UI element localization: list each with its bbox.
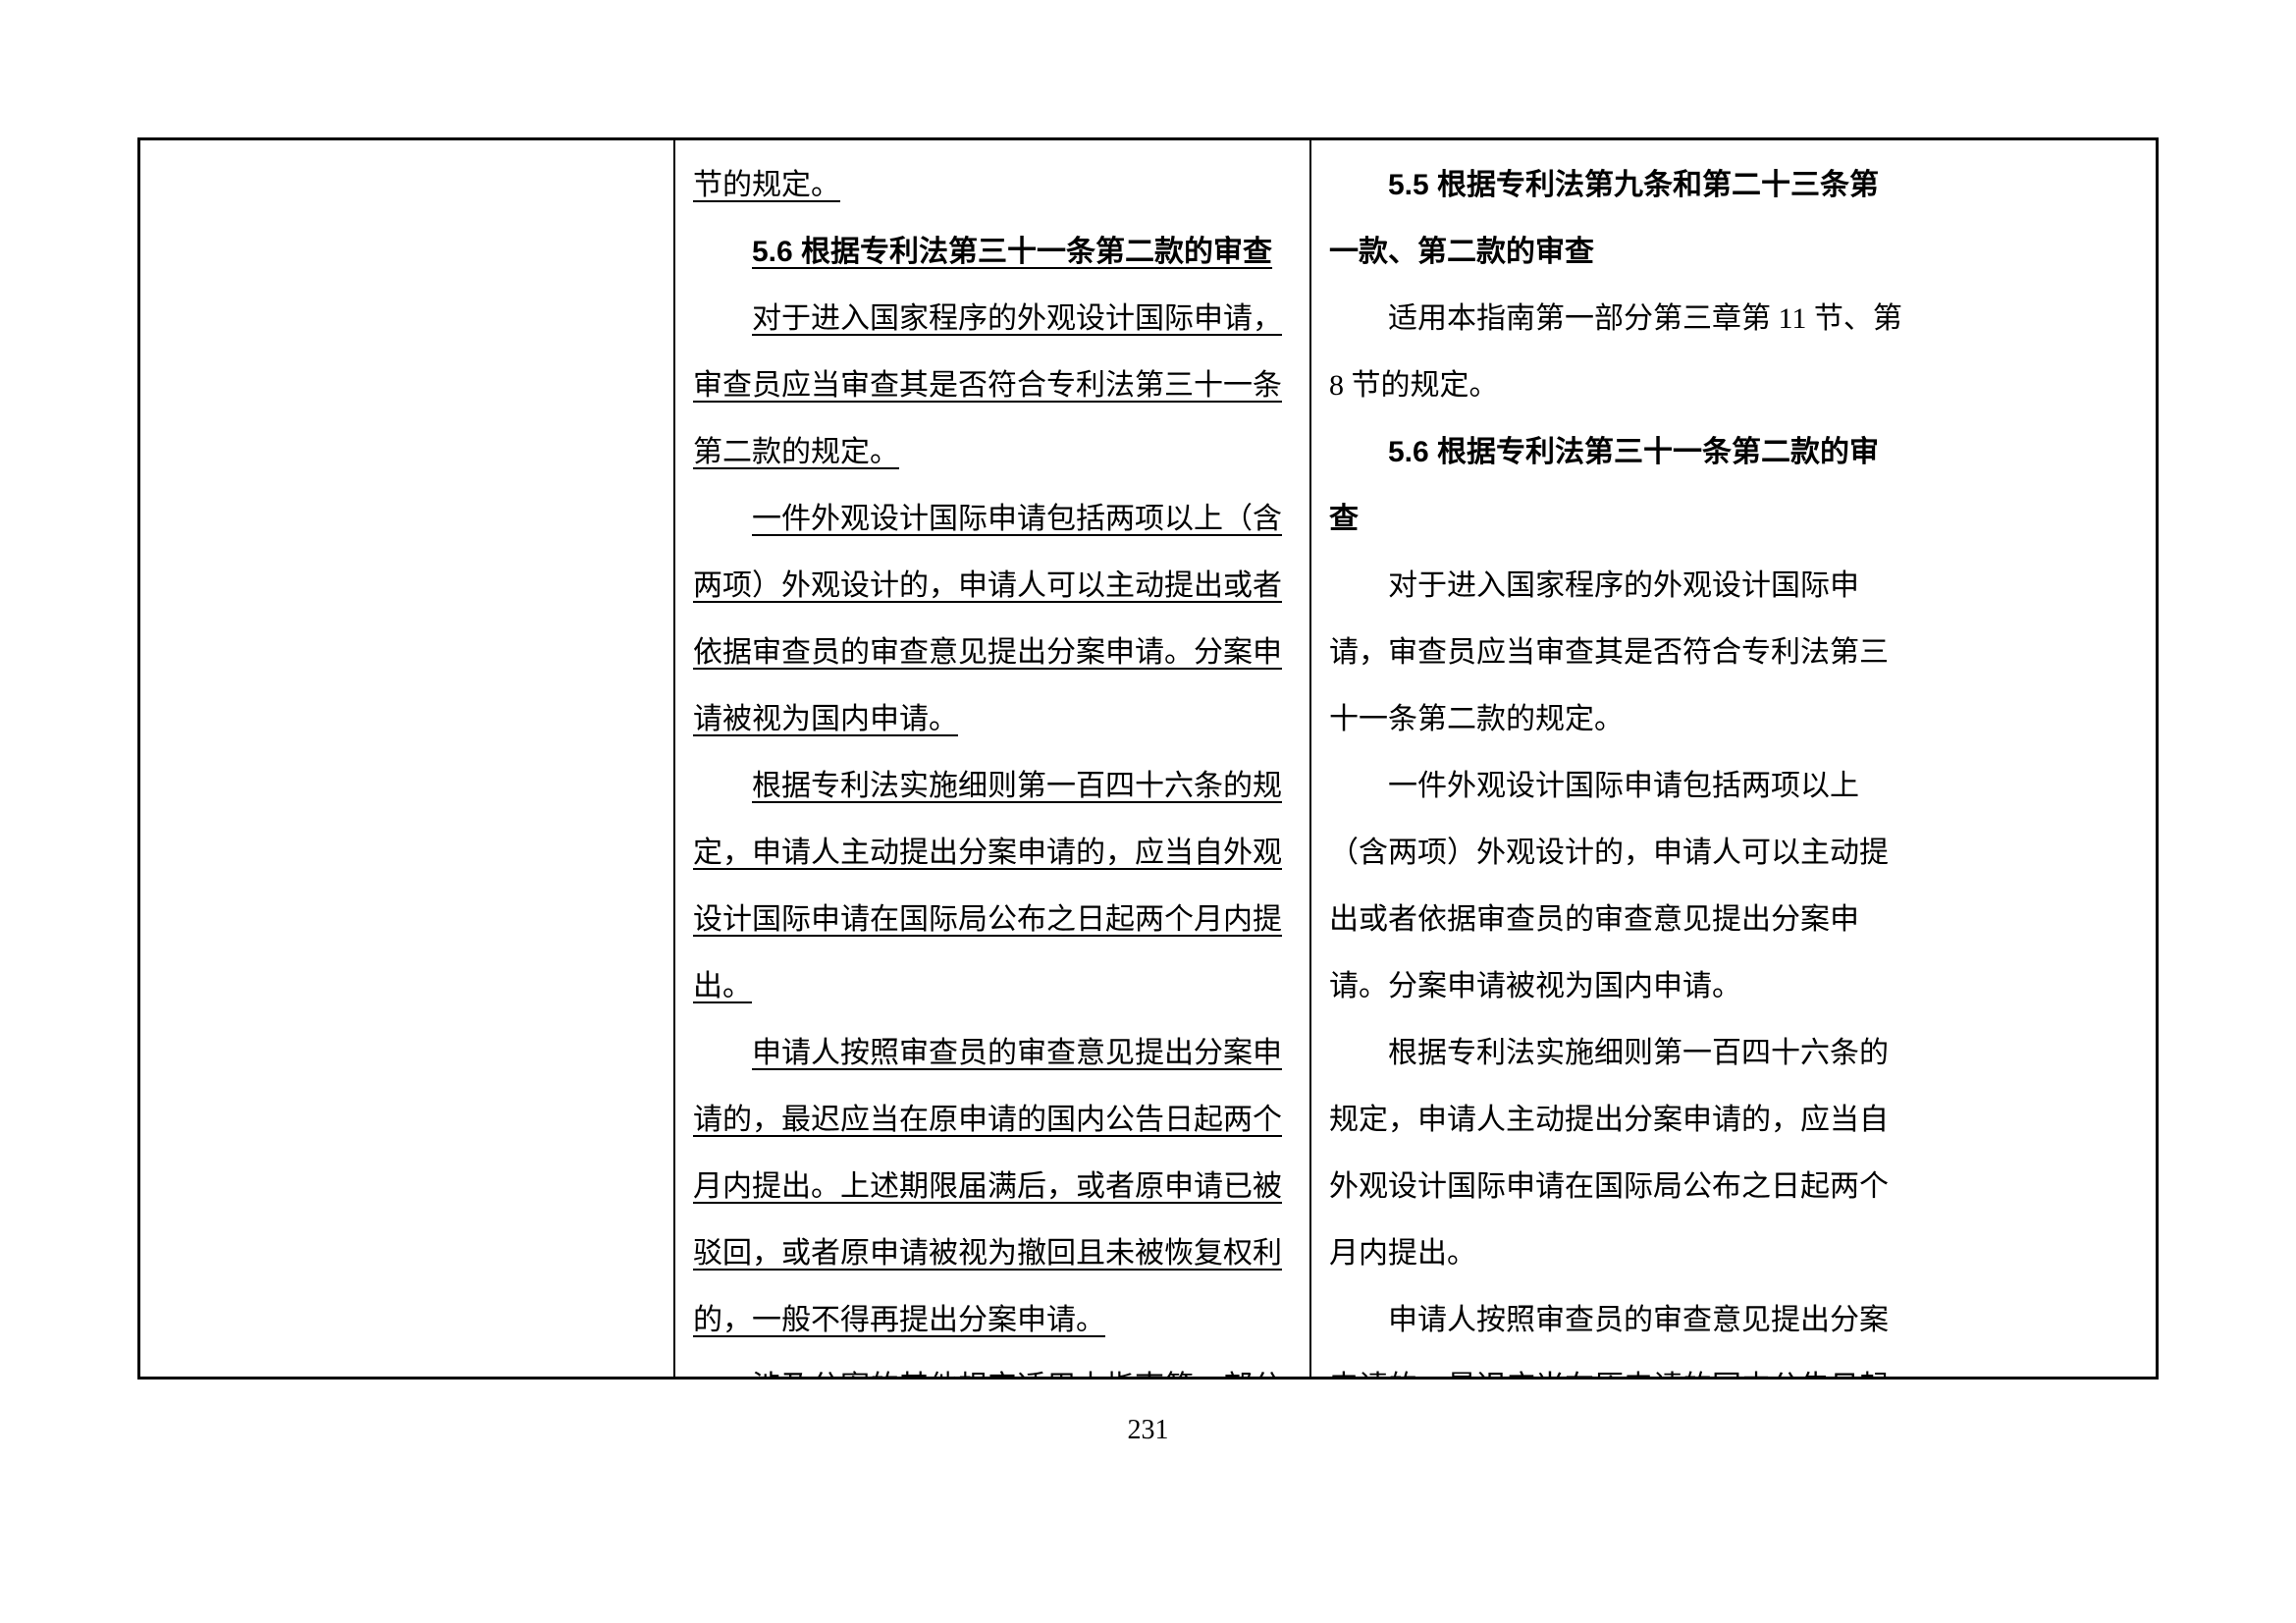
col2-heading: 5.6 根据专利法第三十一条第二款的审查: [693, 219, 1292, 286]
col2-line: 对于进入国家程序的外观设计国际申请，: [693, 286, 1292, 352]
col3-line: 一件外观设计国际申请包括两项以上: [1329, 753, 1930, 820]
col3-heading: 5.6 根据专利法第三十一条第二款的审: [1329, 419, 1930, 486]
table-column-3: 5.5 根据专利法第九条和第二十三条第 一款、第二款的审查 适用本指南第一部分第…: [1311, 140, 1948, 1377]
col3-line: （含两项）外观设计的，申请人可以主动提: [1329, 820, 1930, 887]
col2-line: 设计国际申请在国际局公布之日起两个月内提: [693, 887, 1292, 953]
col2-line: 出。: [693, 953, 1292, 1020]
col2-line: 一件外观设计国际申请包括两项以上（含: [693, 486, 1292, 553]
col3-line: 申请的，最迟应当在原申请的国内公告日起: [1329, 1354, 1930, 1377]
col2-line: 两项）外观设计的，申请人可以主动提出或者: [693, 553, 1292, 620]
col3-line: 月内提出。: [1329, 1220, 1930, 1287]
col3-line: 申请人按照审查员的审查意见提出分案: [1329, 1287, 1930, 1354]
col2-line: 定，申请人主动提出分案申请的，应当自外观: [693, 820, 1292, 887]
col2-line: 审查员应当审查其是否符合专利法第三十一条: [693, 352, 1292, 419]
col2-line: 驳回，或者原申请被视为撤回且未被恢复权利: [693, 1220, 1292, 1287]
col3-line: 十一条第二款的规定。: [1329, 686, 1930, 753]
col3-line: 请。分案申请被视为国内申请。: [1329, 953, 1930, 1020]
col3-heading: 5.5 根据专利法第九条和第二十三条第: [1329, 152, 1930, 219]
col3-line: 8 节的规定。: [1329, 352, 1930, 419]
col3-line: 请，审查员应当审查其是否符合专利法第三: [1329, 620, 1930, 686]
col2-line: 的，一般不得再提出分案申请。: [693, 1287, 1292, 1354]
col3-line: 适用本指南第一部分第三章第 11 节、第: [1329, 286, 1930, 352]
col2-line: 请被视为国内申请。: [693, 686, 1292, 753]
col2-line: 根据专利法实施细则第一百四十六条的规: [693, 753, 1292, 820]
col2-line: 第二款的规定。: [693, 419, 1292, 486]
col3-line: 出或者依据审查员的审查意见提出分案申: [1329, 887, 1930, 953]
page-number: 231: [1128, 1415, 1169, 1446]
col3-line: 规定，申请人主动提出分案申请的，应当自: [1329, 1087, 1930, 1154]
col2-line: 申请人按照审查员的审查意见提出分案申: [693, 1020, 1292, 1087]
col3-line: 外观设计国际申请在国际局公布之日起两个: [1329, 1154, 1930, 1220]
col2-line: 请的，最迟应当在原申请的国内公告日起两个: [693, 1087, 1292, 1154]
col3-line: 根据专利法实施细则第一百四十六条的: [1329, 1020, 1930, 1087]
table-column-1: [140, 140, 675, 1377]
col3-heading: 一款、第二款的审查: [1329, 219, 1930, 286]
col3-heading: 查: [1329, 486, 1930, 553]
col2-line: 依据审查员的审查意见提出分案申请。分案申: [693, 620, 1292, 686]
col2-line: 节的规定。: [693, 152, 1292, 219]
table-column-2: 节的规定。 5.6 根据专利法第三十一条第二款的审查 对于进入国家程序的外观设计…: [675, 140, 1311, 1377]
col2-line: 涉及分案的其他规定适用本指南第一部分: [693, 1354, 1292, 1377]
col2-line: 月内提出。上述期限届满后，或者原申请已被: [693, 1154, 1292, 1220]
comparison-table: 节的规定。 5.6 根据专利法第三十一条第二款的审查 对于进入国家程序的外观设计…: [137, 137, 2159, 1380]
col3-line: 对于进入国家程序的外观设计国际申: [1329, 553, 1930, 620]
